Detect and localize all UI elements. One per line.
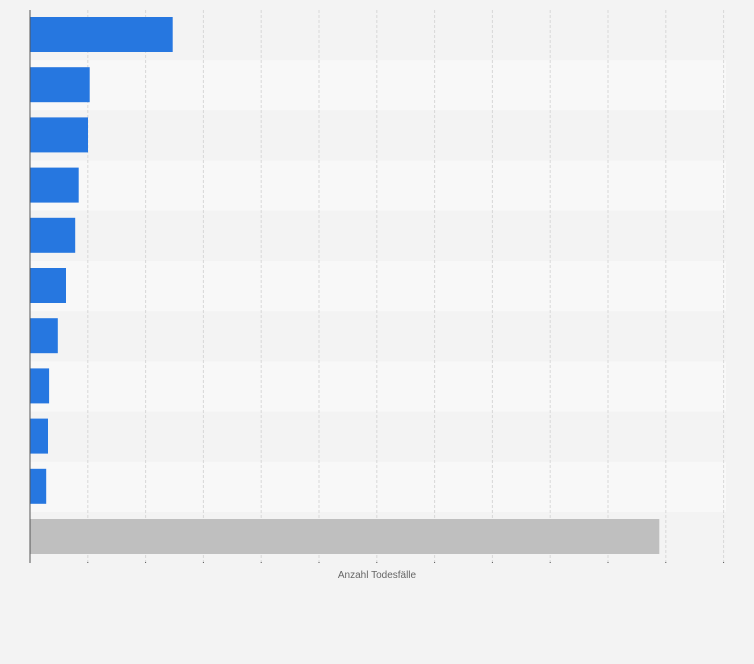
row-band-2 (30, 60, 726, 111)
bars (30, 17, 660, 554)
x-axis-label: Anzahl Todesfälle (338, 570, 417, 581)
bar-7 (30, 318, 58, 354)
row-band-5 (30, 210, 726, 261)
row-band-7 (30, 311, 726, 362)
bar-3 (30, 117, 88, 153)
bar-4 (30, 167, 79, 203)
row-band-4 (30, 160, 726, 211)
row-band-3 (30, 110, 726, 161)
bar-2 (30, 67, 90, 103)
row-band-6 (30, 261, 726, 312)
bar-1 (30, 17, 173, 52)
bar-10 (30, 468, 47, 504)
bar-6 (30, 268, 66, 303)
axes (29, 10, 725, 563)
bar-11 (30, 519, 660, 554)
gridlines (87, 10, 725, 562)
bar-5 (30, 217, 76, 253)
row-band-8 (30, 361, 726, 412)
row-bands (30, 10, 726, 563)
bar-9 (30, 418, 48, 454)
row-band-9 (30, 411, 726, 462)
row-band-10 (30, 461, 726, 512)
bar-8 (30, 368, 50, 404)
